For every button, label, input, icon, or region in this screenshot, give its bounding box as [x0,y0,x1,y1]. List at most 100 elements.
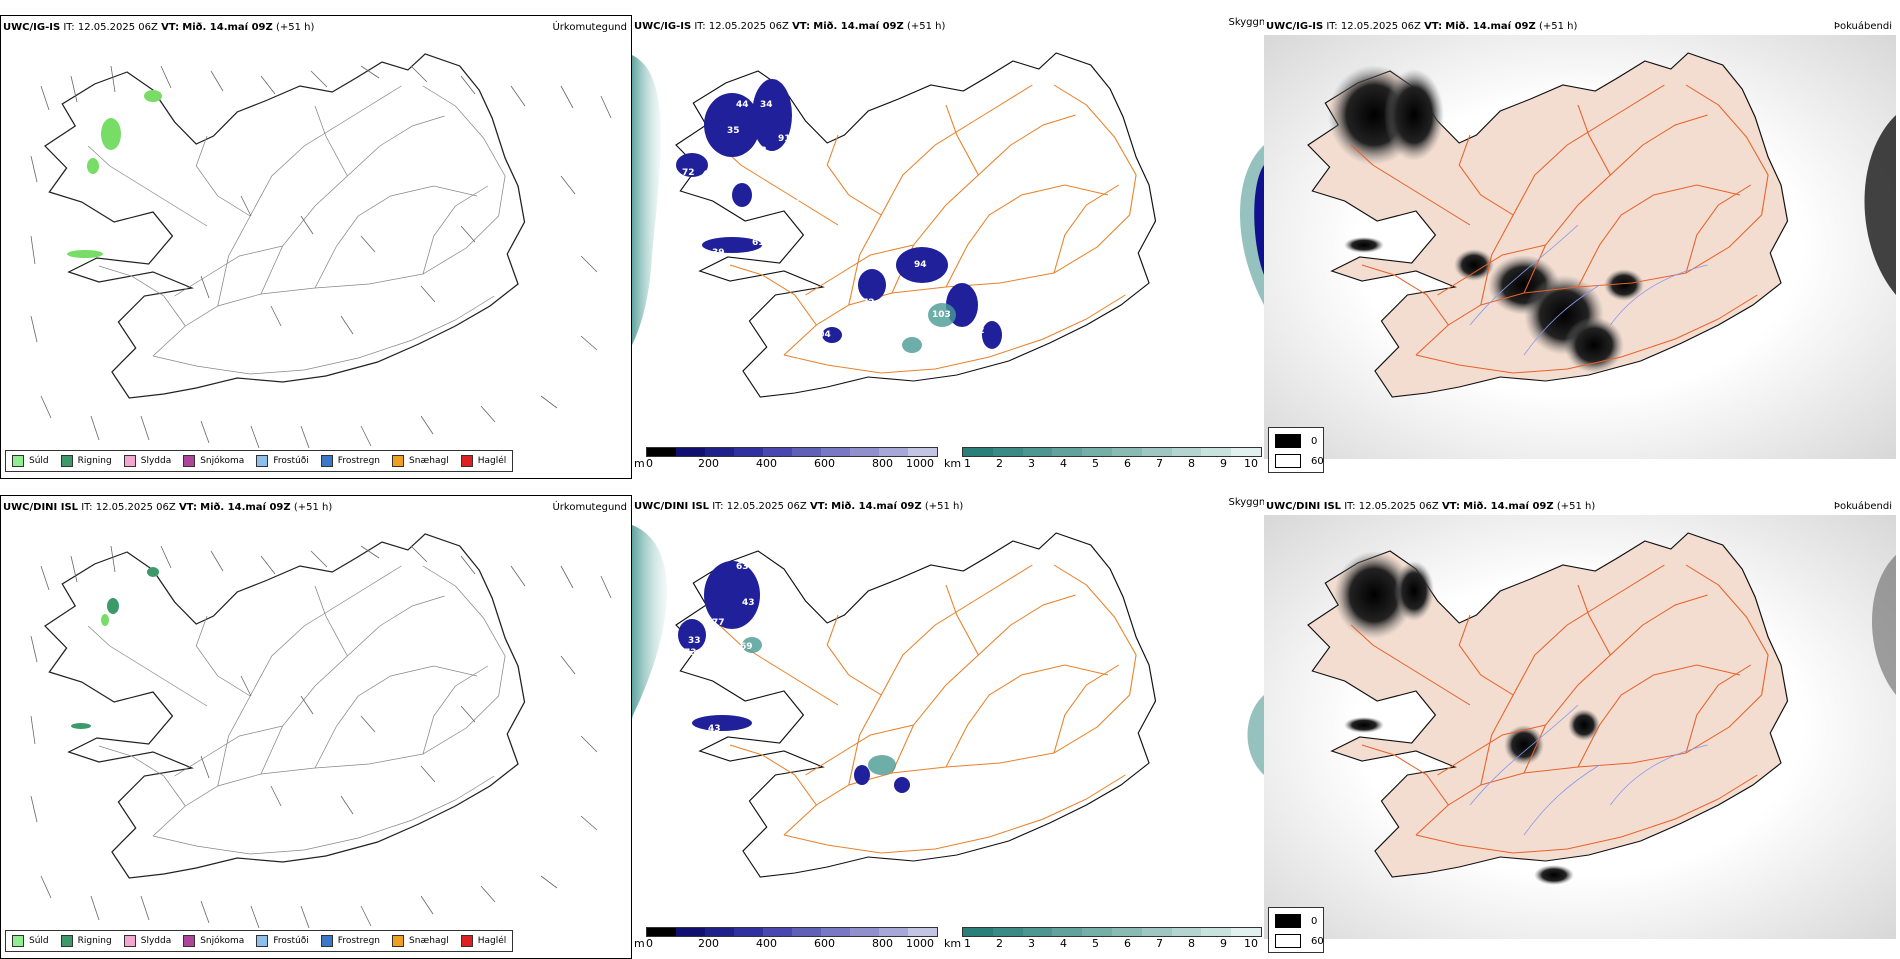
cloud-base-label: 35 [727,126,740,136]
visibility-bar [962,927,1262,937]
visibility-tick: 7 [1156,937,1163,950]
visibility-tick: 10 [1244,937,1258,950]
colorbar-segment [1201,448,1232,456]
panel-header: UWC/DINI ISL IT: 12.05.2025 06Z VT: Mið.… [1266,501,1596,512]
colorbar-segment [647,448,676,456]
legend-swatch [60,455,73,467]
colorbar-segment [850,928,879,936]
colorbar-segment [850,448,879,456]
ceiling-tick: 800 [872,937,893,950]
visibility-tick: 3 [1028,457,1035,470]
colorbar-segment [963,448,993,456]
cloud-base-label: 63 [736,562,749,572]
colorbar-segment [879,928,908,936]
legend-swatch [320,935,333,947]
fog-legend-swatch [1275,434,1301,448]
legend-item: Súld [12,455,49,467]
cloud-base-label: 43 [708,724,721,734]
legend-swatch [460,455,473,467]
cloud-base-label: 43 [742,598,755,608]
visibility-tick: 9 [1220,457,1227,470]
visibility-colorbar: km 1 2 3 4 5 6 7 8 9 10 [944,927,1262,957]
cloud-base-label: 100 [782,358,801,368]
colorbar-segment [1111,928,1142,936]
visibility-tick: 1 [964,457,971,470]
fog-legend-swatch [1275,454,1301,468]
fog-legend-swatch [1275,934,1301,948]
legend-swatch [256,935,269,947]
colorbar-segment [1111,448,1142,456]
colorbar-segment [705,928,734,936]
ceiling-tick: 400 [756,457,777,470]
legend-swatch [12,935,24,947]
visibility-tick: 2 [996,937,1003,950]
ceiling-tick: 1000 [906,937,934,950]
colorbar-segment [908,448,937,456]
legend-swatch [320,455,333,467]
ceiling-tick: 0 [646,937,653,950]
ceiling-tick: 400 [756,937,777,950]
cloud-base-label: 33 [682,254,695,264]
colorbar-segment [792,928,821,936]
colorbar-segment [908,928,937,936]
colorbar-segment [734,448,763,456]
precip-panel-bottom: UWC/DINI ISL IT: 12.05.2025 06Z VT: Mið.… [0,495,632,959]
cloud-base-label: 72 [682,168,695,178]
panel-title: Skyggni [1228,17,1264,28]
cloud-base-label: 39 [682,724,695,734]
cloud-base-label: 101 [820,236,839,246]
visibility-tick: 8 [1188,457,1195,470]
cloud-base-label: 52 [972,326,985,336]
colorbar-segment [1141,448,1172,456]
cloud-base-label: 73 [684,648,697,658]
cloud-base-label: 47 [762,614,775,624]
colorbar-segment [1171,928,1202,936]
panel-header: UWC/IG-IS IT: 12.05.2025 06Z VT: Mið. 14… [3,22,315,33]
legend-item: Frostregn [320,935,380,947]
colorbar-segment [992,928,1023,936]
panel-title: Úrkomutegund [552,502,627,513]
legend-item: Haglél [460,455,506,467]
colorbar-segment [1201,928,1232,936]
ceiling-bar [646,927,938,937]
fog-legend-row: 0 [1275,914,1317,928]
cloud-base-label: 34 [760,100,773,110]
panel-header: UWC/IG-IS IT: 12.05.2025 06Z VT: Mið. 14… [1266,21,1578,32]
legend-item: Súld [12,935,49,947]
cloud-base-label: 48 [702,170,715,180]
cloud-panel-bottom: UWC/DINI ISL IT: 12.05.2025 06Z VT: Mið.… [632,495,1264,959]
colorbar-segment [676,448,705,456]
colorbar-segment [1022,448,1053,456]
cloud-base-label: 95 [898,280,911,290]
visibility-tick: 8 [1188,937,1195,950]
colorbar-segment [821,928,850,936]
ceiling-colorbar: m 0 200 400 600 800 1000 [634,447,938,477]
ceiling-tick: 600 [814,457,835,470]
ceiling-unit: m [634,937,645,950]
colorbar-segment [963,928,993,936]
visibility-tick: 1 [964,937,971,950]
visibility-tick: 9 [1220,937,1227,950]
visibility-tick: 4 [1060,937,1067,950]
legend-item: Snjókoma [183,455,244,467]
visibility-unit: km [944,457,962,470]
visibility-bar [962,447,1262,457]
panel-title: Þokuábendi [1833,501,1892,512]
colorbar-segment [1082,928,1112,936]
cloud-base-label: 103 [932,310,951,320]
colorbar-segment [763,448,792,456]
legend-swatch [460,935,473,947]
legend-swatch [12,455,24,467]
cloud-base-label: 72 [862,298,875,308]
panel-title: Skyggni [1228,497,1264,508]
panel-title: Þokuábendi [1833,21,1892,32]
legend-item: Rigning [60,935,112,947]
legend-swatch [123,935,136,947]
visibility-tick: 5 [1092,457,1099,470]
panel-header: UWC/IG-IS IT: 12.05.2025 06Z VT: Mið. 14… [634,21,946,32]
cloud-base-label: 76 [950,746,963,756]
cloud-base-label: 57 [794,194,807,204]
cloud-base-label: 54 [708,646,721,656]
cloud-base-label: 59 [772,204,785,214]
